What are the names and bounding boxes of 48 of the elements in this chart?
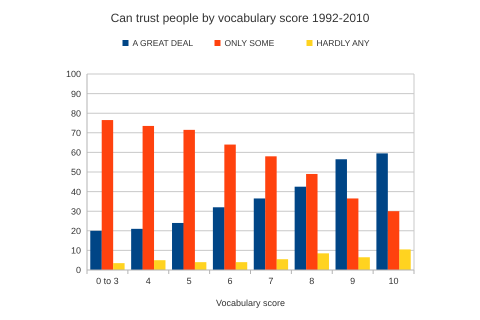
y-tick-label: 30 (70, 206, 81, 216)
bar (358, 257, 370, 270)
bar (194, 262, 206, 270)
y-tick-label: 90 (70, 88, 81, 99)
y-tick-label: 0 (76, 265, 81, 276)
bar (236, 262, 248, 270)
bar (183, 130, 195, 270)
chart-title: Can trust people by vocabulary score 1992-2010 (110, 11, 370, 25)
x-tick-label: 8 (309, 276, 314, 286)
y-tick-label: 60 (70, 148, 81, 158)
bar (346, 198, 358, 270)
bar (399, 249, 411, 270)
bar (90, 230, 102, 270)
bar (336, 159, 347, 270)
legend-label: HARDLY ANY (316, 38, 370, 48)
bar (154, 260, 166, 270)
bar (212, 207, 224, 270)
legend-label: A GREAT DEAL (132, 38, 194, 48)
bar (102, 120, 114, 270)
bar (113, 263, 125, 270)
bar (294, 186, 306, 270)
x-tick-label: 9 (350, 276, 356, 286)
x-axis-title: Vocabulary score (216, 298, 286, 308)
bar (172, 222, 184, 270)
y-tick-label: 80 (70, 108, 81, 118)
bar (318, 253, 329, 270)
bar (306, 174, 318, 270)
bar (254, 198, 266, 270)
y-tick-label: 40 (70, 186, 81, 197)
bar (388, 211, 400, 270)
bar (142, 126, 154, 270)
bar (276, 259, 288, 270)
legend-label: ONLY SOME (224, 38, 275, 48)
y-tick-label: 20 (70, 226, 81, 236)
y-tick-label: 70 (70, 128, 81, 138)
x-tick-label: 4 (146, 276, 151, 286)
y-tick-label: 50 (70, 167, 81, 178)
x-tick-label: 5 (186, 276, 192, 286)
y-tick-label: 100 (66, 69, 81, 80)
bar (131, 228, 143, 270)
x-tick-label: 6 (228, 276, 233, 286)
bar (376, 153, 388, 270)
x-tick-label: 7 (268, 276, 274, 286)
y-tick-label: 10 (70, 246, 81, 256)
x-tick-label: 10 (388, 276, 399, 286)
bar (224, 144, 236, 270)
bar (265, 156, 277, 270)
x-tick-label: 0 to 3 (96, 276, 119, 286)
